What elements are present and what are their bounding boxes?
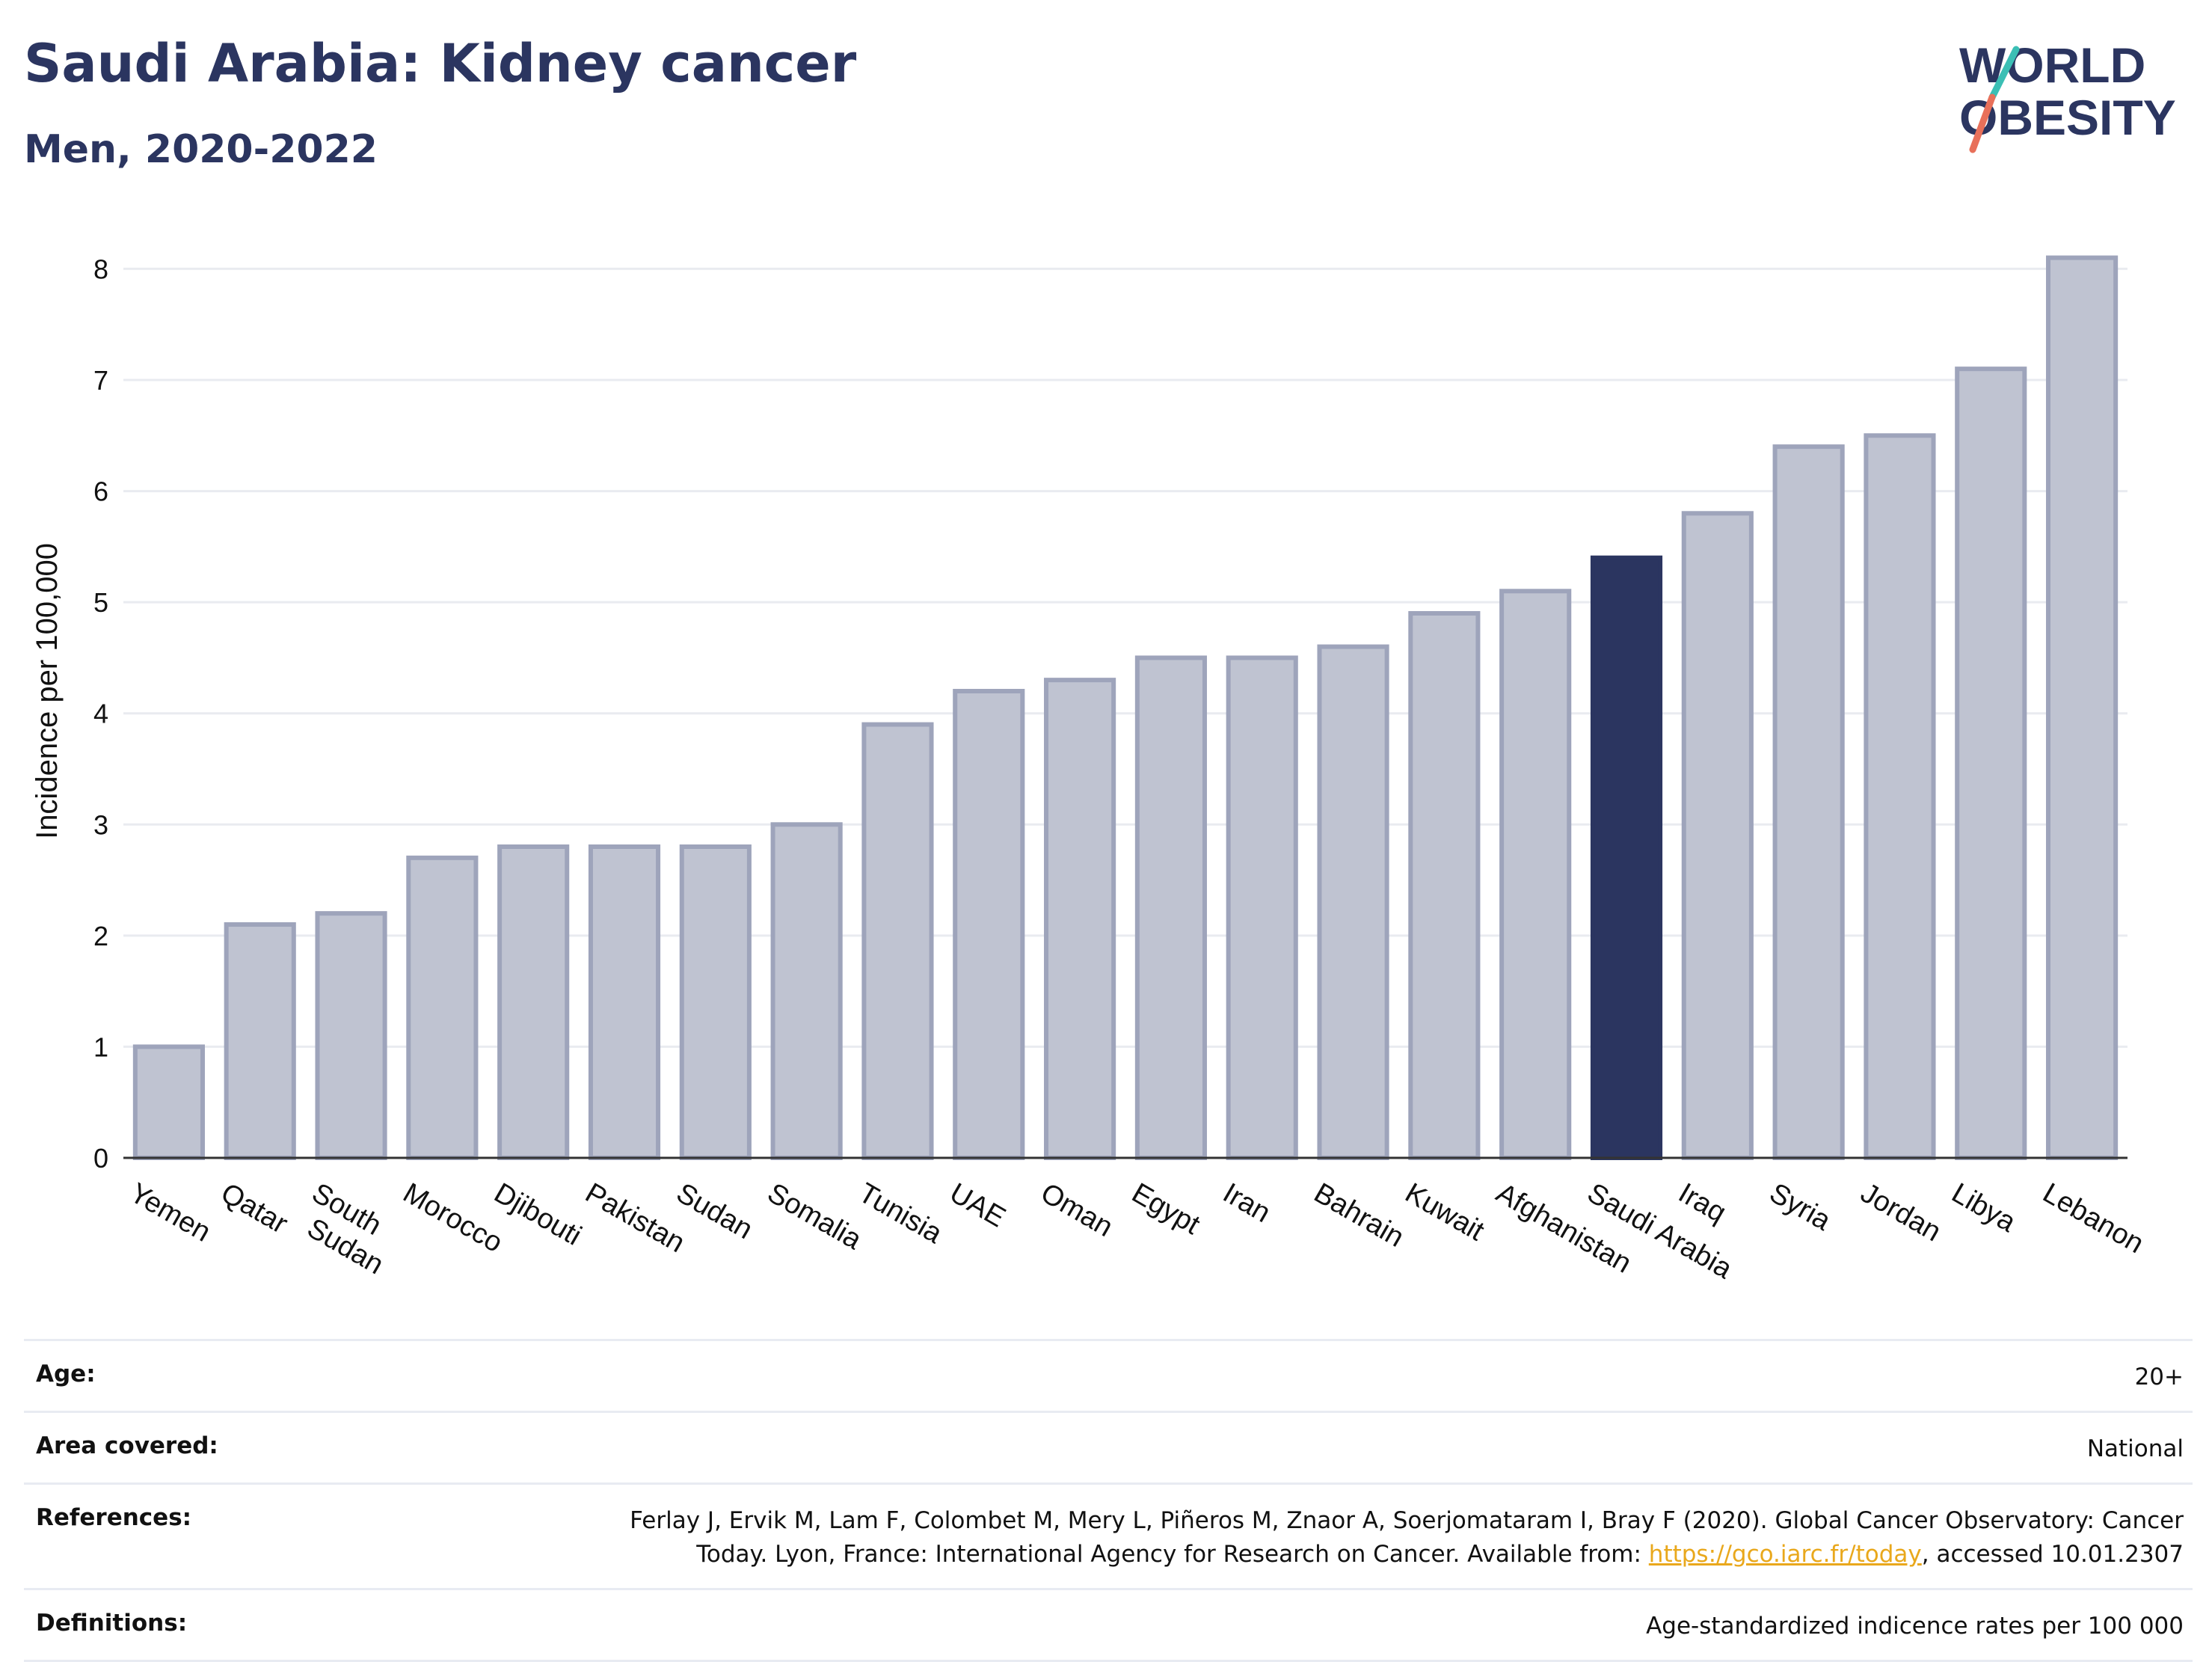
- bar-qatar: [224, 922, 296, 1160]
- x-tick-label: Kuwait: [1400, 1177, 1490, 1248]
- x-tick-label: Tunisia: [853, 1177, 948, 1250]
- x-tick-label: Pakistan: [580, 1177, 690, 1259]
- x-tick-label: Morocco: [398, 1177, 508, 1259]
- bar-afghanistan: [1499, 589, 1572, 1160]
- x-tick-label: Lebanon: [2038, 1177, 2149, 1260]
- x-tick-label: Iraq: [1673, 1177, 1731, 1229]
- x-tick-label: Syria: [1764, 1177, 1837, 1237]
- bar-south-sudan: [315, 911, 387, 1160]
- y-tick-label: 3: [93, 809, 108, 840]
- y-axis-ticks: 0 1 2 3 4 5 6 7 8: [93, 254, 108, 1174]
- age-row: Age: 20+: [24, 1339, 2193, 1411]
- x-tick-label: UAE: [944, 1177, 1011, 1233]
- bar-uae: [953, 689, 1025, 1160]
- bars: [132, 255, 2119, 1161]
- definitions-label: Definitions:: [36, 1609, 188, 1637]
- bar-iraq: [1681, 511, 1754, 1160]
- world-obesity-logo: WORLD OBESITY: [1959, 37, 2176, 153]
- x-tick-label: Oman: [1036, 1177, 1119, 1243]
- y-tick-label: 7: [93, 365, 108, 396]
- x-tick-label: Iran: [1217, 1177, 1276, 1229]
- x-tick-label: Somalia: [762, 1177, 867, 1256]
- y-tick-label: 6: [93, 476, 108, 507]
- bar-pakistan: [588, 844, 661, 1160]
- y-tick-label: 0: [93, 1143, 108, 1174]
- bar-djibouti: [497, 844, 570, 1160]
- bar-bahrain: [1317, 644, 1389, 1160]
- references-prefix: Today. Lyon, France: International Agenc…: [696, 1540, 1649, 1568]
- y-tick-label: 8: [93, 254, 108, 284]
- bar-tunisia: [861, 722, 934, 1160]
- y-tick-label: 4: [93, 699, 108, 729]
- x-tick-label: Qatar: [215, 1177, 293, 1240]
- x-tick-label: SouthSudan: [290, 1177, 405, 1281]
- area-row: Area covered: National: [24, 1410, 2193, 1482]
- x-tick-label: Bahrain: [1309, 1177, 1409, 1254]
- x-tick-label: Djibouti: [489, 1177, 587, 1252]
- info-table: Age: 20+ Area covered: National Referenc…: [24, 1339, 2193, 1662]
- bar-egypt: [1134, 655, 1207, 1160]
- page-subtitle: Men, 2020-2022: [24, 127, 378, 172]
- bar-lebanon: [2046, 255, 2119, 1161]
- svg-text:OBESITY: OBESITY: [1959, 90, 2176, 145]
- bar-saudi-arabia: [1590, 555, 1663, 1160]
- bar-chart: 0 1 2 3 4 5 6 7 8 Yemen Qatar SouthSudan MoroccoDji…: [31, 254, 2149, 1286]
- references-row: References: Ferlay J, Ervik M, Lam F, Co…: [24, 1482, 2193, 1588]
- references-line-2: Today. Lyon, France: International Agenc…: [630, 1538, 2184, 1571]
- page-title: Saudi Arabia: Kidney cancer: [24, 33, 857, 94]
- references-suffix: , accessed 10.01.2307: [1921, 1540, 2184, 1568]
- bar-libya: [1955, 367, 2027, 1161]
- x-axis-labels: Yemen Qatar SouthSudan MoroccoDjiboutiPakis…: [124, 1177, 2148, 1286]
- bar-sudan: [679, 844, 752, 1160]
- bar-yemen: [132, 1044, 205, 1161]
- bar-iran: [1226, 655, 1298, 1160]
- bar-kuwait: [1408, 611, 1481, 1160]
- y-axis-label: Incidence per 100,000: [31, 543, 64, 839]
- bar-somalia: [770, 822, 843, 1161]
- age-value: 20+: [2134, 1364, 2184, 1390]
- definitions-value: Age-standardized indicence rates per 100…: [1646, 1612, 2184, 1640]
- x-tick-label: Egypt: [1126, 1177, 1205, 1241]
- bar-jordan: [1864, 433, 1936, 1160]
- age-label: Age:: [36, 1361, 96, 1387]
- references-link[interactable]: https://gco.iarc.fr/today: [1648, 1540, 1922, 1568]
- bar-syria: [1772, 444, 1845, 1160]
- references-label: References:: [36, 1503, 192, 1531]
- y-tick-label: 5: [93, 587, 108, 618]
- bar-morocco: [406, 855, 479, 1161]
- x-tick-label: Yemen: [124, 1177, 215, 1248]
- y-tick-label: 2: [93, 921, 108, 951]
- x-tick-label: Libya: [1947, 1177, 2021, 1239]
- area-value: National: [2086, 1435, 2184, 1462]
- y-tick-label: 1: [93, 1031, 108, 1062]
- svg-text:WORLD: WORLD: [1959, 37, 2145, 93]
- definitions-row: Definitions: Age-standardized indicence …: [24, 1587, 2193, 1662]
- x-tick-label: Jordan: [1855, 1177, 1947, 1248]
- references-line-1: Ferlay J, Ervik M, Lam F, Colombet M, Me…: [630, 1506, 2184, 1534]
- bar-oman: [1044, 678, 1116, 1160]
- area-label: Area covered:: [36, 1432, 218, 1459]
- references-value: Ferlay J, Ervik M, Lam F, Colombet M, Me…: [630, 1504, 2184, 1571]
